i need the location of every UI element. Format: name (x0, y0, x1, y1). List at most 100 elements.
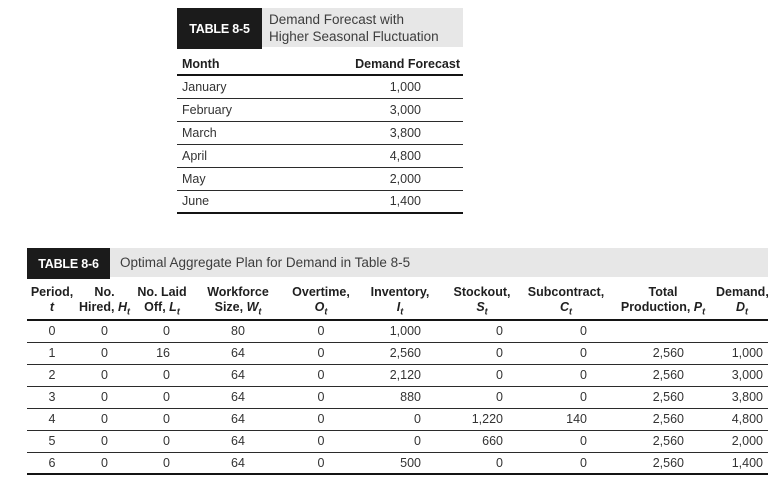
plan-row: 2 0 0 64 0 2,120 0 0 2,560 3,000 (27, 364, 768, 386)
forecast-row: June 1,400 (177, 190, 463, 213)
col-header-demand-forecast: Demand Forecast (355, 56, 460, 71)
plan-cell: 0 (163, 455, 170, 470)
plan-cell: 2,560 (652, 412, 684, 426)
plan-cell: 0 (101, 434, 108, 448)
plan-cell: 0 (101, 346, 108, 360)
col-header-d9: Demand, Dt (716, 285, 769, 317)
month-cell: April (182, 148, 208, 163)
forecast-cell: 1,400 (389, 194, 421, 209)
plan-cell: 2,560 (652, 455, 684, 470)
table-8-5-section: TABLE 8-5 Demand Forecast with Higher Se… (177, 8, 463, 214)
table-8-6-banner: TABLE 8-6 Optimal Aggregate Plan for Dem… (27, 248, 768, 279)
col-header-t0: Period, t (30, 285, 74, 314)
plan-cell: 0 (163, 368, 170, 382)
plan-cell: 3 (48, 390, 56, 404)
forecast-row: February 3,000 (177, 98, 463, 121)
demand-forecast-header-row: Month Demand Forecast (177, 53, 463, 75)
plan-cell: 0 (580, 390, 587, 404)
plan-row: 6 0 0 64 0 500 0 0 2,560 1,400 (27, 452, 768, 474)
plan-cell: 0 (101, 368, 108, 382)
plan-cell: 0 (414, 412, 421, 426)
plan-cell (716, 320, 768, 342)
plan-cell: 1,000 (389, 324, 421, 339)
plan-cell: 16 (156, 346, 170, 360)
plan-cell: 0 (317, 324, 325, 339)
forecast-cell: 2,000 (389, 171, 421, 186)
plan-cell: 5 (48, 434, 56, 448)
forecast-row: March 3,800 (177, 121, 463, 144)
plan-cell: 64 (231, 390, 245, 404)
plan-cell: 0 (580, 324, 587, 339)
forecast-cell: 4,800 (389, 148, 421, 163)
aggregate-plan-header-row: Period, t No. Hired, Ht No. Laid Off, Lt Workf… (27, 282, 769, 320)
plan-cell: 140 (566, 412, 587, 426)
table-8-5-title-line1: Demand Forecast with (269, 12, 405, 27)
plan-cell: 4 (48, 412, 56, 426)
plan-row: 3 0 0 64 0 880 0 0 2,560 3,800 (27, 386, 768, 408)
plan-cell: 64 (231, 455, 245, 470)
month-cell: May (182, 171, 206, 186)
plan-cell: 0 (101, 455, 108, 470)
forecast-cell: 3,800 (389, 125, 421, 140)
plan-cell: 0 (496, 324, 503, 339)
plan-cell: 1,000 (731, 346, 763, 360)
table-8-6-section: TABLE 8-6 Optimal Aggregate Plan for Dem… (27, 248, 769, 475)
plan-cell: 3,000 (731, 368, 763, 382)
plan-cell: 64 (231, 368, 245, 382)
table-8-5-banner: TABLE 8-5 Demand Forecast with Higher Se… (177, 8, 463, 49)
col-header-i5: Inventory, It (370, 285, 430, 317)
plan-cell: 0 (101, 412, 108, 426)
plan-cell: 0 (580, 368, 587, 382)
plan-cell: 3,800 (731, 390, 763, 404)
plan-cell: 2,120 (389, 368, 421, 382)
col-header-s6: Stockout, St (453, 285, 511, 317)
plan-cell: 0 (580, 455, 587, 470)
plan-cell (610, 320, 716, 342)
plan-cell: 2,560 (652, 434, 684, 448)
plan-cell: 880 (400, 390, 421, 404)
col-header-o4: Overtime, Ot (292, 285, 350, 317)
plan-cell: 0 (496, 346, 503, 360)
plan-cell: 0 (414, 434, 421, 448)
plan-cell: 0 (101, 390, 108, 404)
plan-cell: 0 (317, 368, 325, 382)
plan-cell: 660 (482, 434, 503, 448)
month-cell: January (182, 79, 227, 94)
plan-cell: 0 (317, 346, 325, 360)
table-8-6-label: TABLE 8-6 (27, 248, 110, 279)
plan-cell: 0 (163, 412, 170, 426)
aggregate-plan-table: Period, t No. Hired, Ht No. Laid Off, Lt Workf… (27, 282, 769, 475)
plan-cell: 6 (48, 455, 56, 470)
table-8-5-title: Demand Forecast with Higher Seasonal Flu… (262, 8, 463, 47)
plan-cell: 0 (317, 455, 325, 470)
plan-cell: 0 (101, 324, 108, 339)
col-header-h1: No. Hired, Ht (79, 285, 130, 317)
plan-cell: 0 (317, 390, 325, 404)
plan-cell: 4,800 (731, 412, 763, 426)
plan-cell: 2 (48, 368, 56, 382)
plan-cell: 1,400 (731, 455, 763, 470)
demand-forecast-table: Month Demand Forecast January 1,000 Februa… (177, 53, 463, 214)
table-8-6-title: Optimal Aggregate Plan for Demand in Tab… (110, 248, 768, 277)
col-header-w3: Workforce Size, Wt (207, 285, 269, 317)
plan-cell: 0 (163, 324, 170, 339)
plan-cell: 0 (496, 368, 503, 382)
forecast-row: April 4,800 (177, 144, 463, 167)
plan-cell: 64 (231, 412, 245, 426)
forecast-cell: 3,000 (389, 102, 421, 117)
plan-cell: 0 (317, 412, 325, 426)
plan-cell: 2,560 (652, 346, 684, 360)
plan-cell: 2,560 (652, 368, 684, 382)
forecast-row: May 2,000 (177, 167, 463, 190)
plan-cell: 2,560 (389, 346, 421, 360)
plan-cell: 80 (231, 324, 245, 339)
month-cell: June (182, 194, 210, 209)
plan-cell: 2,560 (652, 390, 684, 404)
forecast-cell: 1,000 (389, 79, 421, 94)
table-8-5-title-line2: Higher Seasonal Fluctuation (269, 29, 439, 44)
plan-cell: 0 (163, 434, 170, 448)
plan-cell: 0 (496, 390, 503, 404)
plan-row: 4 0 0 64 0 0 1,220 140 2,560 4,800 (27, 408, 768, 430)
col-header-c7: Subcontract, Ct (527, 285, 605, 317)
